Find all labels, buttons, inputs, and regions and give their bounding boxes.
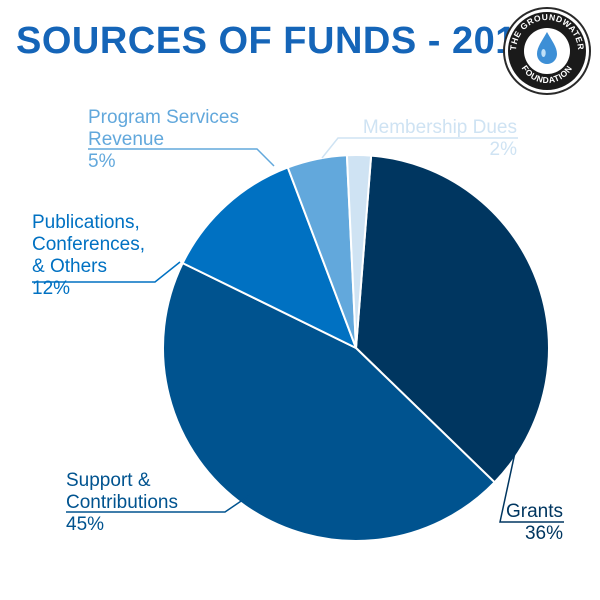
label-support-line-2: Contributions (66, 492, 178, 513)
pie-slice-grants (354, 154, 550, 484)
pie-slice-membership (345, 154, 373, 349)
label-grants: Grants 36% (470, 501, 563, 545)
label-support-pct: 45% (66, 514, 105, 535)
label-membership-pct: 2% (489, 139, 517, 160)
label-membership-line-1: Membership Dues (362, 117, 517, 138)
label-support-contributions: Support & Contributions 45% (66, 470, 178, 536)
label-grants-line-1: Grants (505, 501, 563, 522)
label-program-pct: 5% (88, 151, 116, 172)
pie-slice-publications (181, 166, 358, 351)
leader-line-grants (499, 381, 564, 523)
label-program-line-1: Program Services (88, 107, 239, 128)
leader-line-support (66, 494, 251, 513)
leader-line-publications (32, 261, 181, 283)
label-publications-line-1: Publications, (32, 212, 140, 233)
label-membership-dues: Membership Dues 2% (330, 117, 517, 161)
label-publications: Publications, Conferences, & Others 12% (32, 212, 145, 300)
label-support-line-1: Support & (66, 470, 151, 491)
leader-line-program (88, 148, 275, 167)
groundwater-foundation-logo: THE GROUNDWATER FOUNDATION (503, 7, 591, 95)
pie-slice-support (162, 261, 497, 542)
leader-line-membership (321, 137, 518, 159)
label-publications-line-2: Conferences, (32, 234, 146, 255)
water-drop-icon (537, 32, 557, 64)
label-publications-pct: 12% (32, 278, 71, 299)
label-grants-pct: 36% (524, 523, 563, 544)
chart-title: SOURCES OF FUNDS - 2015 (16, 20, 539, 62)
label-program-services: Program Services Revenue 5% (88, 107, 239, 173)
label-publications-line-3: & Others (32, 256, 107, 277)
label-program-line-2: Revenue (88, 129, 165, 150)
